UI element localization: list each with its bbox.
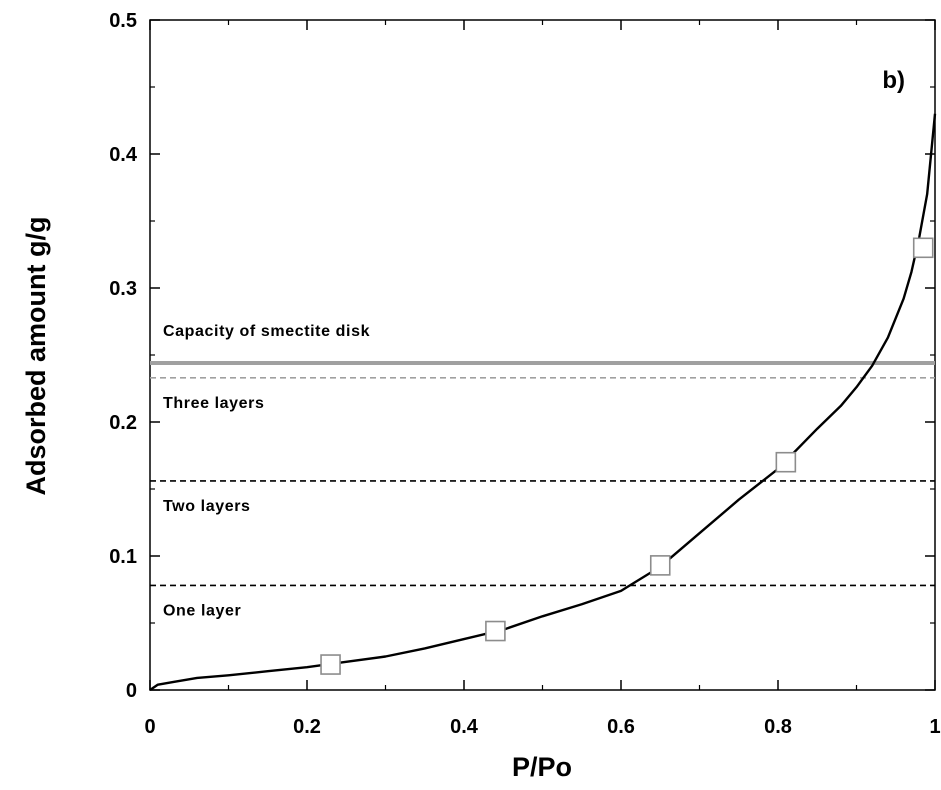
y-tick-label: 0.4 xyxy=(109,144,138,166)
annotations: Capacity of smectite disk Three layers Two… xyxy=(163,323,370,619)
y-tick-label: 0.2 xyxy=(109,412,137,434)
x-tick-label: 0.4 xyxy=(450,716,479,738)
data-point-square xyxy=(912,237,934,259)
x-tick-label: 0 xyxy=(144,716,155,738)
data-point-square xyxy=(485,620,506,642)
plot-frame xyxy=(149,19,936,691)
y-tick-label: 0.5 xyxy=(109,10,137,32)
y-axis-title: Adsorbed amount g/g xyxy=(21,217,51,496)
panel-label: b) xyxy=(882,67,905,94)
reference-line-label: One layer xyxy=(163,602,241,619)
data-point-square xyxy=(649,555,671,576)
y-axis: 0 0.1 0.2 0.3 0.4 0.5 xyxy=(109,10,935,702)
x-axis: 0 0.2 0.4 0.6 0.8 1 xyxy=(144,20,941,738)
reference-line-label: Three layers xyxy=(163,395,264,412)
x-tick-label: 0.2 xyxy=(293,716,321,738)
y-tick-label: 0 xyxy=(126,680,137,702)
curve-line xyxy=(149,113,937,691)
y-tick-label: 0.3 xyxy=(109,278,137,300)
reference-line-label: Capacity of smectite disk xyxy=(163,323,370,340)
reference-lines xyxy=(150,361,935,587)
y-tick-label: 0.1 xyxy=(109,546,137,568)
x-tick-label: 1 xyxy=(929,716,940,738)
x-axis-title: P/Po xyxy=(512,752,572,782)
isotherm-curve xyxy=(149,113,937,691)
data-point-square xyxy=(775,451,797,473)
x-tick-label: 0.8 xyxy=(764,716,792,738)
data-markers xyxy=(320,237,934,675)
x-tick-label: 0.6 xyxy=(607,716,635,738)
data-point-square xyxy=(320,654,341,675)
reference-line-label: Two layers xyxy=(163,498,251,515)
